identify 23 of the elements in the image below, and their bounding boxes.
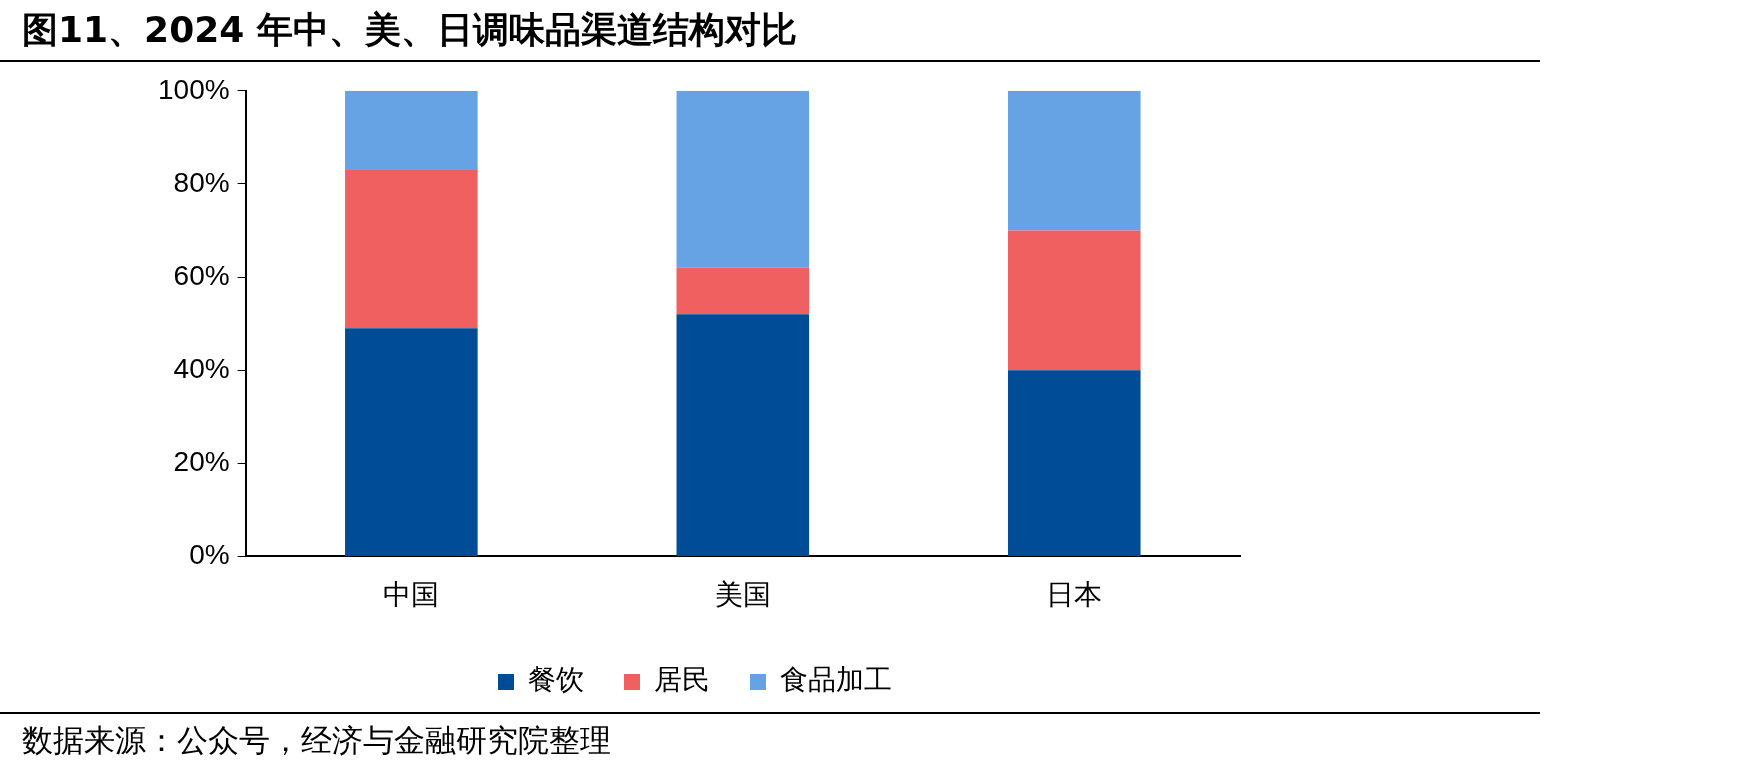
- bar: [345, 328, 478, 556]
- bar: [1007, 90, 1141, 231]
- y-tick-label: 40%: [173, 352, 230, 384]
- y-tick-label: 80%: [173, 166, 230, 198]
- y-tick-label: 0%: [189, 539, 230, 571]
- source-note: 数据来源：公众号，经济与金融研究院整理: [22, 721, 611, 760]
- x-tick-label: 中国: [383, 578, 440, 612]
- y-tick-label: 20%: [173, 446, 230, 477]
- y-tick-label: 60%: [173, 259, 230, 291]
- bar: [1007, 370, 1141, 556]
- x-tick-label: 日本: [1046, 578, 1103, 612]
- y-tick-label: 100%: [157, 73, 230, 105]
- bar: [1007, 230, 1141, 371]
- bar: [676, 90, 810, 268]
- chart-title: 图11、2024 年中、美、日调味品渠道结构对比: [22, 8, 797, 52]
- bar: [676, 267, 810, 315]
- legend-label: 食品加工: [780, 663, 892, 697]
- legend-label: 餐饮: [528, 663, 584, 697]
- bar: [345, 169, 478, 329]
- legend-label: 居民: [654, 663, 710, 697]
- bar: [676, 314, 810, 556]
- bar: [345, 90, 478, 170]
- x-tick-label: 美国: [714, 578, 771, 612]
